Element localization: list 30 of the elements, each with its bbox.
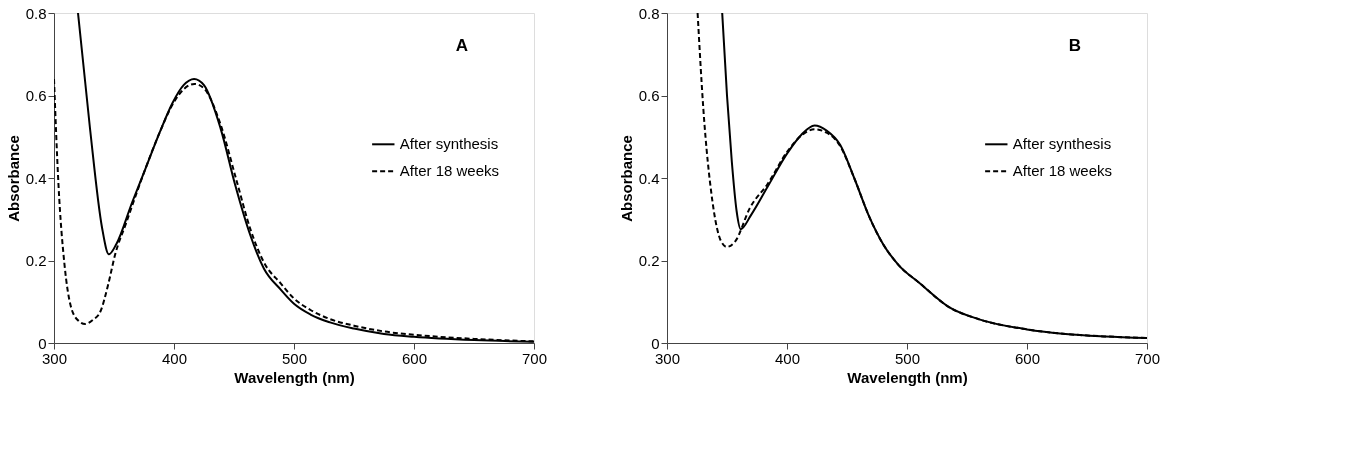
annotation: B — [1068, 36, 1082, 55]
y-axis-title: Absorbance — [617, 135, 635, 222]
x-tick-label: 300 — [654, 349, 681, 367]
y-tick-label: 0.4 — [638, 169, 660, 187]
x-tick-label: 700 — [1134, 349, 1161, 367]
x-tick-label: 600 — [401, 349, 428, 367]
legend-label: After 18 weeks — [399, 162, 500, 180]
x-tick-label: 600 — [1014, 349, 1041, 367]
x-axis-title: Wavelength (nm) — [234, 368, 355, 386]
y-tick-label: 0.6 — [638, 87, 660, 104]
y-axis-title: Absorbance — [4, 135, 22, 222]
legend-label: After synthesis — [1012, 135, 1112, 153]
x-tick-label: 500 — [894, 349, 921, 367]
x-axis-title: Wavelength (nm) — [847, 368, 968, 386]
y-tick-label: 0.8 — [638, 4, 660, 22]
y-tick-label: 0.2 — [638, 252, 660, 269]
x-tick-label: 400 — [774, 349, 801, 367]
y-tick-label: 0.2 — [25, 252, 47, 269]
x-tick-label: 700 — [521, 349, 548, 367]
y-tick-label: 0.8 — [25, 4, 47, 22]
y-tick-label: 0.6 — [25, 87, 47, 104]
x-tick-label: 300 — [41, 349, 68, 367]
x-tick-label: 400 — [161, 349, 188, 367]
annotation: A — [455, 36, 469, 55]
y-tick-label: 0.4 — [25, 169, 47, 187]
legend-label: After synthesis — [399, 135, 499, 153]
legend-label: After 18 weeks — [1012, 162, 1113, 180]
x-tick-label: 500 — [281, 349, 308, 367]
y-tick-label: 0 — [38, 334, 47, 352]
y-tick-label: 0 — [651, 334, 660, 352]
